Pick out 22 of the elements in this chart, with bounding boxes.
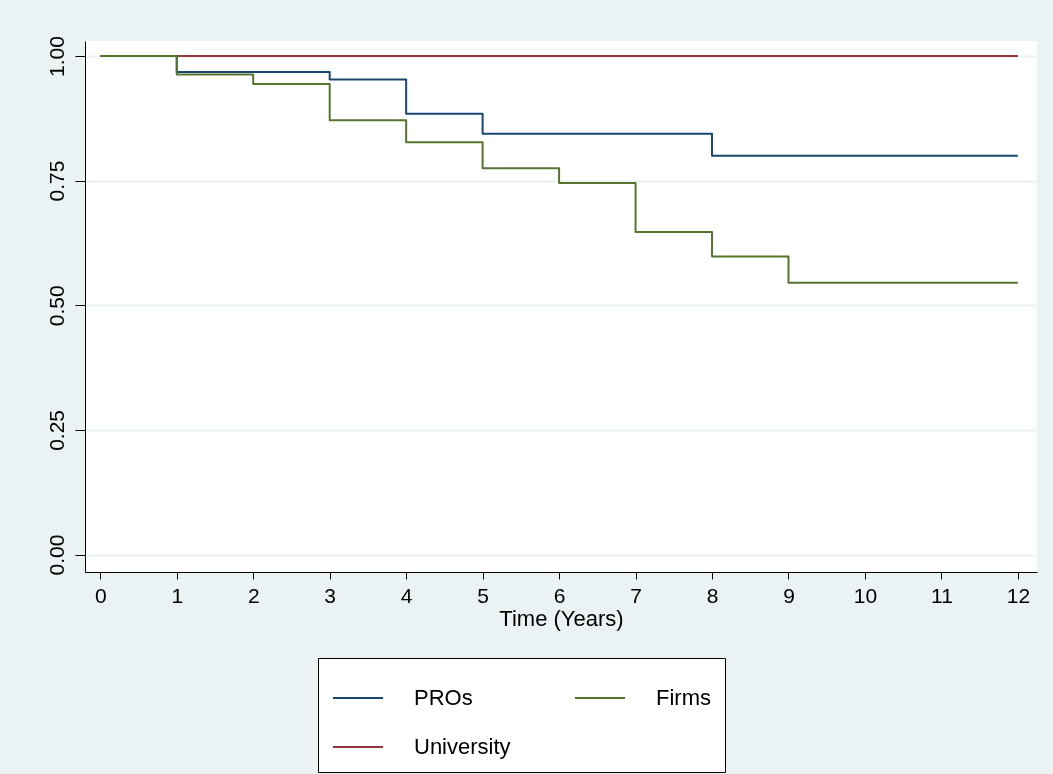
legend-label: Firms — [656, 685, 711, 710]
x-tick-label: 8 — [706, 583, 719, 607]
x-tick-label: 12 — [1006, 583, 1031, 607]
x-tick-label: 1 — [171, 583, 184, 607]
x-tick-label: 3 — [324, 583, 337, 607]
legend-label: University — [414, 734, 511, 759]
x-tick-label: 7 — [630, 583, 642, 607]
x-tick-label: 11 — [931, 583, 953, 607]
y-tick-label: 0.25 — [44, 409, 68, 451]
x-tick-label: 5 — [477, 583, 489, 607]
x-tick-label: 9 — [783, 583, 795, 607]
y-tick-label: 0.00 — [44, 534, 68, 576]
y-tick-label: 1.00 — [44, 36, 68, 77]
x-tick-label: 2 — [247, 583, 260, 607]
x-tick-label: 4 — [400, 583, 413, 607]
y-tick-label: 0.75 — [44, 160, 68, 202]
y-tick-label: 0.50 — [44, 285, 68, 327]
x-axis-title: Time (Years) — [499, 605, 624, 631]
legend-label: PROs — [414, 685, 473, 710]
x-tick-label: 6 — [553, 583, 566, 607]
x-tick-label: 10 — [853, 583, 878, 607]
x-tick-label: 0 — [94, 583, 107, 607]
